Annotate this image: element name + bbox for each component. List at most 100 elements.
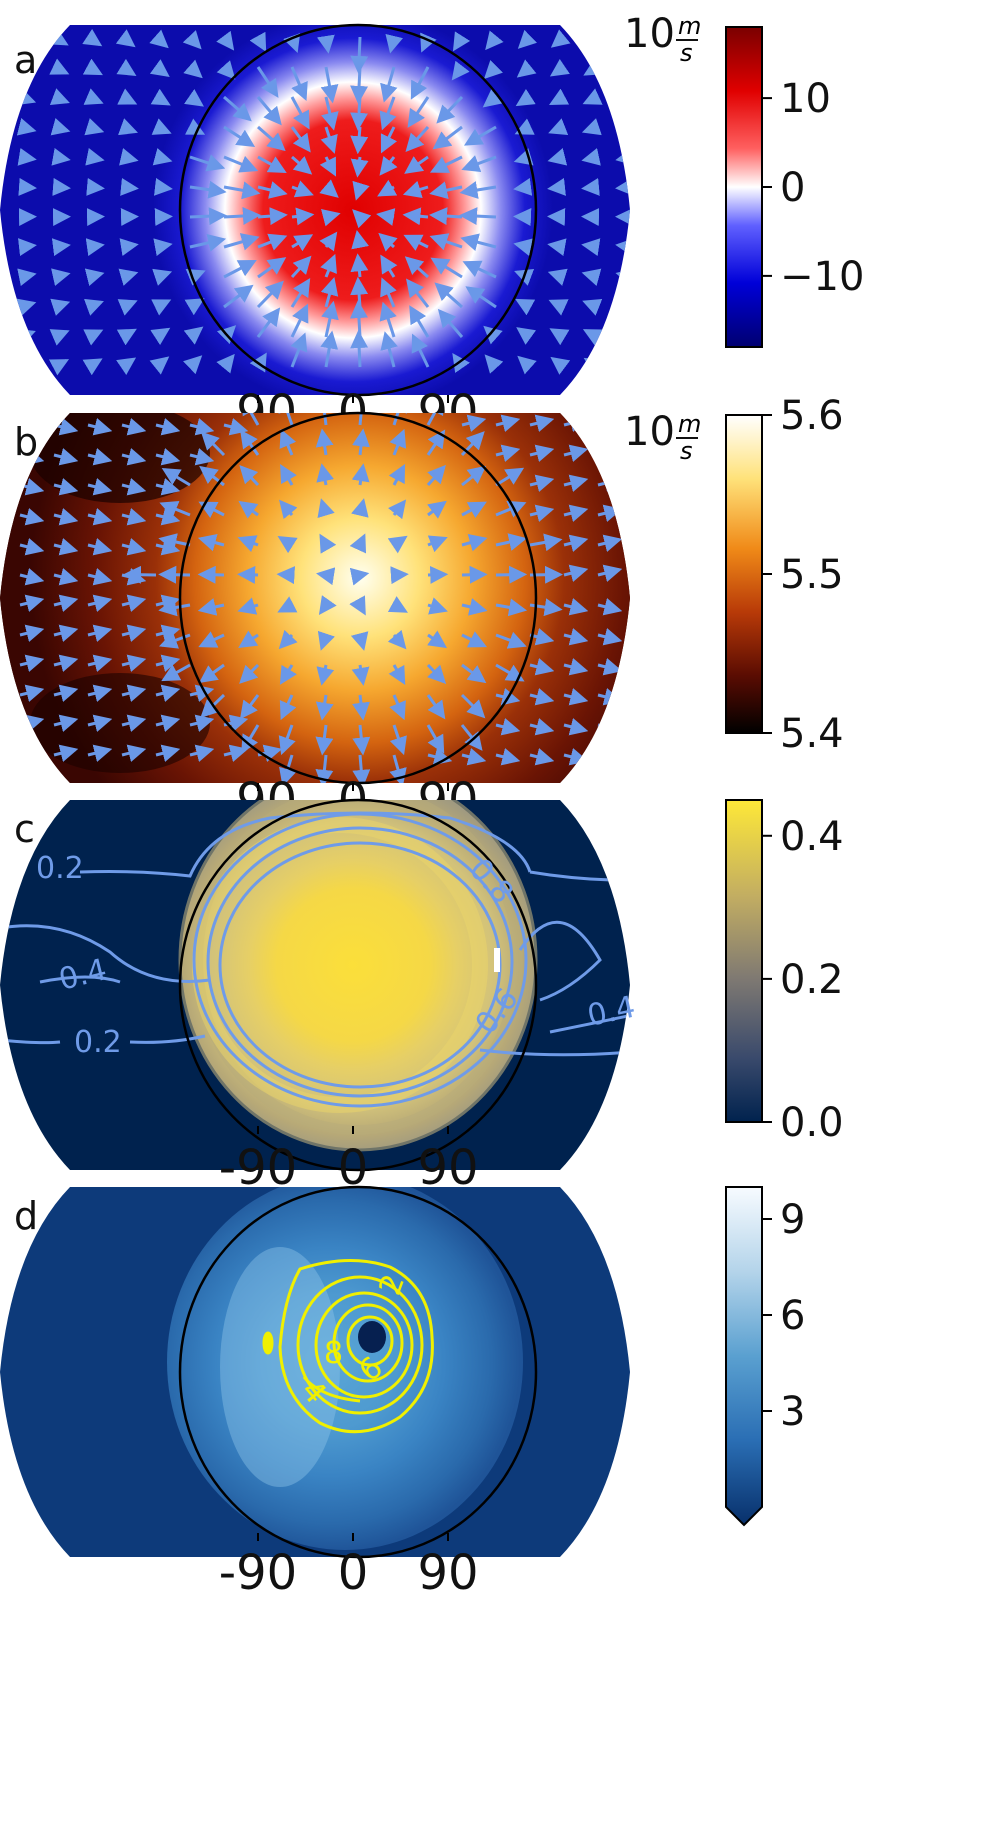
wind-vector (700, 665, 721, 670)
wind-vector (700, 635, 721, 640)
wind-vector (632, 605, 653, 610)
wind-vector (550, 187, 564, 189)
wind-vector (240, 574, 258, 575)
wind-vector (686, 274, 700, 277)
wind-vector (20, 245, 34, 247)
wind-vector (632, 635, 653, 640)
wind-vector (652, 274, 666, 277)
wind-vector (360, 574, 366, 575)
wind-vector (632, 510, 653, 515)
panel-c-contour-label: 0.2 (74, 1025, 122, 1060)
wind-vector (358, 303, 360, 337)
wind-vector (700, 755, 721, 760)
wind-vector (666, 480, 687, 485)
wind-vector (584, 187, 598, 188)
wind-vector (632, 665, 653, 670)
wind-vector (687, 97, 700, 101)
wind-vector (428, 574, 445, 575)
wind-vector (700, 540, 721, 545)
panel-d-label: d (14, 1194, 38, 1238)
wind-vector (700, 510, 721, 515)
panel-d-colorbar (726, 1187, 762, 1525)
colorbar-tick-label: 0.4 (780, 814, 844, 860)
wind-vector (190, 216, 224, 217)
wind-vector (618, 274, 632, 277)
panel-c-colorbar (726, 800, 762, 1122)
wind-vector (619, 127, 632, 131)
wind-vector (632, 480, 653, 485)
wind-vector (652, 127, 666, 131)
wind-vector (54, 245, 68, 247)
wind-vector (359, 37, 360, 71)
svg-text:10: 10 (624, 11, 675, 57)
colorbar-tick-label: 9 (780, 1197, 805, 1243)
wind-vector (598, 450, 619, 455)
panel-a-label: a (14, 38, 37, 82)
wind-vector (496, 574, 524, 575)
wind-vector (20, 361, 33, 367)
wind-vector (586, 359, 598, 367)
colorbar-tick-label: −10 (780, 254, 864, 300)
wind-vector (666, 755, 687, 760)
wind-vector (666, 725, 687, 730)
wind-vector (686, 187, 700, 188)
svg-text:m: m (678, 12, 701, 40)
wind-vector (598, 420, 619, 425)
wind-vector (619, 302, 632, 307)
wind-vector (686, 157, 700, 159)
wind-vector (587, 37, 598, 45)
wind-vector (358, 127, 360, 151)
wind-vector (700, 605, 721, 610)
wind-vector (156, 187, 170, 189)
panel-b-colorbar-ticks: 5.65.55.4 (762, 393, 844, 757)
svg-text:s: s (680, 437, 693, 465)
colorbar-tick-label: 5.4 (780, 711, 844, 757)
colorbar-tick-label: 3 (780, 1389, 805, 1435)
panel-a-colorbar (726, 27, 762, 347)
panel-c-colorbar-ticks: 0.40.20.0 (762, 814, 844, 1146)
svg-text:10: 10 (624, 409, 675, 455)
wind-vector (686, 127, 700, 130)
wind-vector (632, 725, 653, 730)
wind-vector (516, 187, 530, 189)
wind-vector (700, 695, 721, 700)
wind-vector (620, 360, 632, 367)
wind-vector (652, 187, 666, 188)
wind-vector (652, 245, 666, 247)
panel-a: a -90 0 90 10 m s 100−10 (0, 0, 864, 470)
wind-vector (516, 216, 530, 217)
wind-vector (653, 97, 666, 102)
svg-text:m: m (678, 410, 701, 438)
wind-vector (618, 187, 632, 188)
wind-vector (700, 450, 721, 455)
wind-vector (280, 574, 292, 575)
wind-vector (319, 574, 326, 575)
wind-vector (358, 67, 360, 101)
wind-vector (687, 303, 700, 307)
wind-vector (632, 540, 653, 545)
panel-c: c 0.2 0.4 (0, 770, 844, 1196)
wind-vector (358, 333, 360, 367)
colorbar-tick-label: 5.6 (780, 393, 844, 439)
wind-vector (700, 420, 721, 425)
wind-vector (394, 574, 406, 575)
wind-vector (224, 215, 258, 217)
panel-d-contour-label: 8 (324, 1336, 343, 1371)
panel-d-colorbar-ticks: 963 (762, 1197, 805, 1435)
wind-vector (598, 725, 619, 730)
wind-vector (88, 245, 102, 247)
panel-a-units: 10 m s (624, 11, 701, 67)
colorbar-tick-label: 0.0 (780, 1100, 844, 1146)
wind-vector (619, 331, 632, 337)
wind-vector (687, 67, 700, 72)
panel-b-label: b (14, 420, 38, 464)
wind-vector (687, 332, 700, 337)
wind-vector (700, 570, 721, 575)
wind-vector (358, 97, 360, 128)
wind-vector (687, 361, 700, 367)
wind-vector (632, 570, 653, 575)
wind-vector (652, 157, 666, 159)
wind-vector (666, 695, 687, 700)
panel-d: d 2 8 4 6 -90 0 90 963 (0, 1174, 805, 1601)
